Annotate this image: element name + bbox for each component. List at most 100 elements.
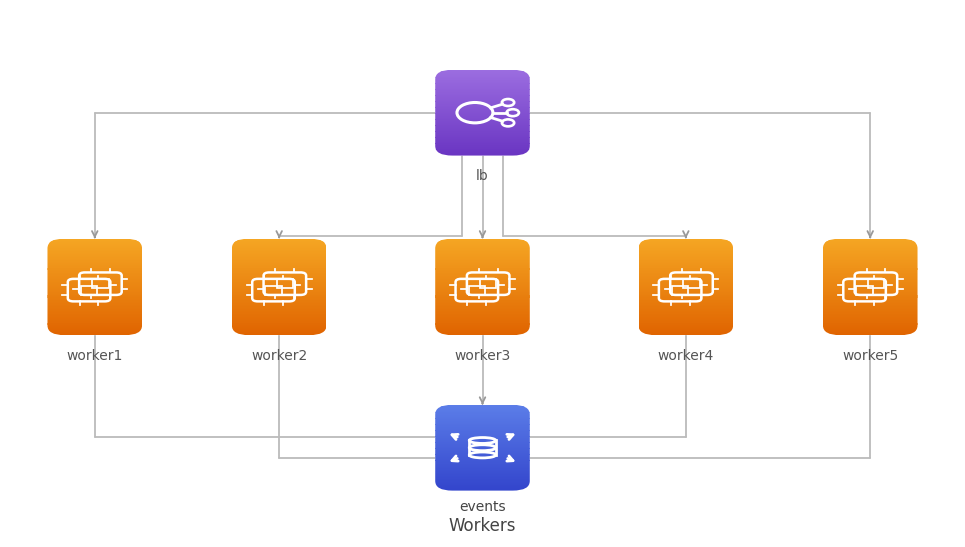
Bar	[639, 304, 733, 305]
Bar	[435, 137, 530, 138]
Bar	[639, 292, 733, 293]
Bar	[435, 408, 530, 409]
Bar	[823, 296, 918, 298]
Bar	[435, 314, 530, 315]
Bar	[639, 298, 733, 299]
Bar	[47, 284, 142, 285]
Bar	[435, 435, 530, 437]
Bar	[47, 271, 142, 272]
Bar	[435, 253, 530, 254]
Bar	[639, 311, 733, 312]
Bar	[639, 278, 733, 279]
Bar	[232, 256, 326, 257]
Bar	[232, 301, 326, 302]
Bar	[435, 410, 530, 411]
Bar	[435, 453, 530, 455]
Bar	[47, 301, 142, 302]
Bar	[47, 240, 142, 241]
Bar	[435, 103, 530, 104]
Bar	[823, 290, 918, 291]
Bar	[435, 455, 530, 456]
Bar	[639, 330, 733, 331]
Bar	[435, 334, 530, 335]
Bar	[232, 294, 326, 295]
Bar	[47, 316, 142, 317]
Bar	[435, 91, 530, 92]
Bar	[435, 282, 530, 283]
Bar	[435, 143, 530, 144]
Bar	[47, 325, 142, 327]
Bar	[639, 287, 733, 288]
Bar	[823, 288, 918, 289]
Bar	[435, 443, 530, 444]
Bar	[47, 261, 142, 263]
Bar	[435, 469, 530, 470]
Bar	[435, 283, 530, 284]
Bar	[823, 278, 918, 279]
Bar	[232, 283, 326, 284]
Bar	[232, 245, 326, 246]
Bar	[435, 313, 530, 314]
Bar	[435, 146, 530, 147]
Bar	[47, 255, 142, 256]
Bar	[823, 286, 918, 287]
Bar	[232, 264, 326, 265]
Bar	[823, 308, 918, 309]
Bar	[232, 330, 326, 331]
Bar	[47, 266, 142, 267]
Bar	[232, 240, 326, 241]
Bar	[639, 247, 733, 248]
Bar	[232, 318, 326, 319]
Bar	[47, 257, 142, 258]
Bar	[823, 289, 918, 290]
Bar	[823, 330, 918, 331]
Bar	[47, 294, 142, 295]
Bar	[639, 281, 733, 282]
Bar	[435, 405, 530, 406]
Bar	[823, 266, 918, 267]
Bar	[232, 269, 326, 270]
Bar	[639, 286, 733, 287]
Bar	[435, 110, 530, 111]
Bar	[232, 325, 326, 327]
Bar	[232, 267, 326, 269]
Bar	[435, 257, 530, 258]
Bar	[639, 248, 733, 249]
Bar	[639, 325, 733, 327]
Bar	[47, 323, 142, 324]
Bar	[47, 310, 142, 311]
Text: events: events	[459, 501, 506, 514]
Bar	[435, 451, 530, 452]
Bar	[232, 285, 326, 286]
Bar	[435, 259, 530, 260]
Bar	[47, 248, 142, 249]
Bar	[435, 484, 530, 485]
Bar	[435, 461, 530, 462]
Bar	[823, 327, 918, 328]
Bar	[435, 274, 530, 275]
Bar	[435, 290, 530, 291]
Bar	[47, 330, 142, 331]
Bar	[435, 329, 530, 330]
Bar	[435, 126, 530, 127]
FancyBboxPatch shape	[823, 238, 918, 335]
Bar	[639, 252, 733, 253]
Bar	[232, 247, 326, 248]
Bar	[47, 308, 142, 309]
Bar	[435, 298, 530, 299]
Bar	[823, 325, 918, 327]
Bar	[639, 272, 733, 274]
Bar	[435, 472, 530, 473]
Bar	[47, 290, 142, 291]
Bar	[435, 457, 530, 458]
Bar	[435, 154, 530, 155]
Bar	[435, 441, 530, 442]
Bar	[639, 324, 733, 325]
Bar	[868, 279, 884, 288]
Bar	[232, 315, 326, 316]
Bar	[435, 238, 530, 240]
Bar	[435, 422, 530, 423]
Bar	[435, 78, 530, 79]
Bar	[435, 477, 530, 478]
Bar	[435, 73, 530, 74]
